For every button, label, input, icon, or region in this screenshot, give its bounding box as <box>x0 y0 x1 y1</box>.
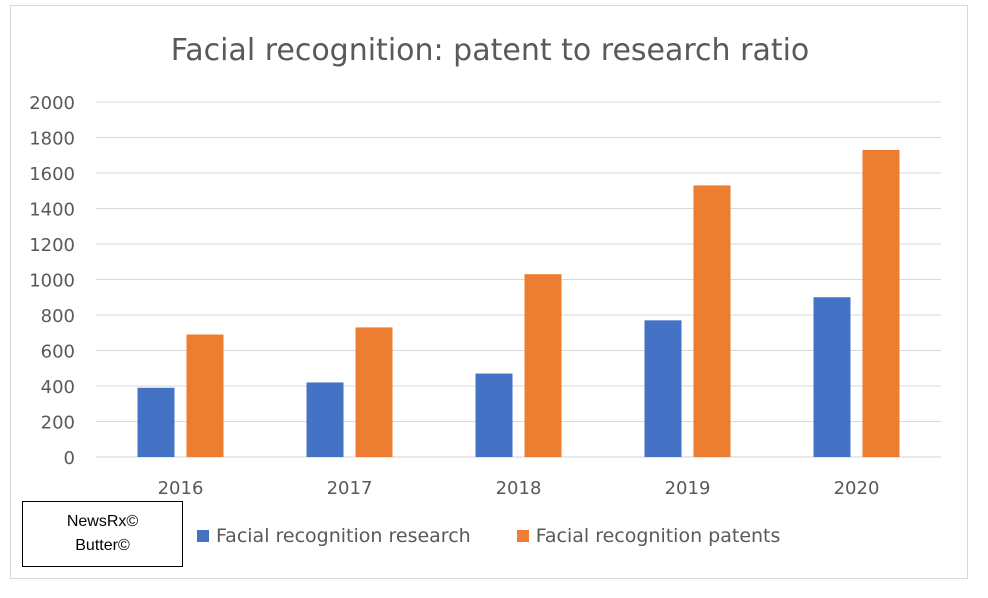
y-tick-label: 800 <box>41 306 75 327</box>
y-tick-label: 400 <box>41 377 75 398</box>
bar-research-2017 <box>306 382 344 457</box>
legend: Facial recognition research Facial recog… <box>197 525 826 547</box>
bar-patents-2020 <box>862 149 900 458</box>
bar-patents-2016 <box>186 334 224 457</box>
bars <box>137 149 900 458</box>
y-tick-label: 1000 <box>29 271 75 292</box>
chart-frame <box>10 5 968 579</box>
bar-research-2018 <box>475 373 513 457</box>
y-tick-label: 1200 <box>29 235 75 256</box>
y-tick-label: 0 <box>64 448 75 469</box>
legend-item-research: Facial recognition research <box>197 525 471 547</box>
chart-title: Facial recognition: patent to research r… <box>171 33 810 68</box>
bar-patents-2017 <box>355 327 393 457</box>
x-tick-label: 2020 <box>834 478 880 499</box>
legend-swatch-patents <box>516 530 529 542</box>
bar-patents-2018 <box>524 274 562 457</box>
y-tick-label: 1600 <box>29 164 75 185</box>
x-axis-ticks: 2016 2017 2018 2019 2020 <box>158 478 880 499</box>
legend-label-patents: Facial recognition patents <box>535 525 781 547</box>
bar-patents-2019 <box>693 185 731 458</box>
y-tick-label: 600 <box>41 342 75 363</box>
x-tick-label: 2019 <box>665 478 711 499</box>
bar-research-2016 <box>137 387 175 457</box>
bar-research-2020 <box>813 297 851 457</box>
x-tick-label: 2017 <box>327 478 373 499</box>
y-tick-label: 1800 <box>29 129 75 150</box>
y-tick-label: 2000 <box>29 93 75 114</box>
gridlines <box>96 101 941 458</box>
y-axis-ticks: 0 200 400 600 800 1000 1200 1400 1600 1800 2000 <box>29 93 75 469</box>
legend-label-research: Facial recognition research <box>216 525 471 547</box>
x-tick-label: 2018 <box>496 478 542 499</box>
x-tick-label: 2016 <box>158 478 204 499</box>
legend-swatch-research <box>197 530 209 542</box>
y-tick-label: 1400 <box>29 200 75 221</box>
watermark-newsrx: NewsRx© <box>66 513 139 530</box>
legend-item-patents: Facial recognition patents <box>516 525 781 547</box>
watermark-box: NewsRx© Butter© <box>22 501 183 567</box>
bar-research-2019 <box>644 320 682 457</box>
y-tick-label: 200 <box>41 413 75 434</box>
watermark-butter: Butter© <box>75 537 130 554</box>
